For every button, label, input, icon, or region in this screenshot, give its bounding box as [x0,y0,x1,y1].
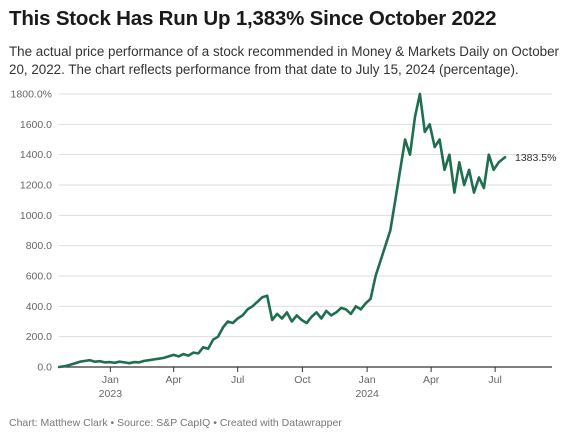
chart-subtitle: The actual price performance of a stock … [9,44,560,77]
axis-layer: 0.0 200.0 400.0 600.0 800.0 1000.0 1200.0 1400.… [11,89,552,400]
y-tick-label: 0.0 [37,362,52,374]
end-value-label: 1383.5% [515,152,556,164]
y-tick-label: 1800.0% [11,89,52,101]
grid-layer [59,93,552,338]
x-tick-label: Oct [294,374,310,386]
y-tick-label: 1400.0 [20,149,52,161]
y-tick-label: 200.0 [26,331,52,343]
y-tick-label: 1000.0 [20,210,52,222]
y-tick-label: 800.0 [26,240,52,252]
x-tick-label: Jul [488,374,501,386]
y-tick-label: 400.0 [26,301,52,313]
chart-footer: Chart: Matthew Clark • Source: S&P CapIQ… [9,417,342,429]
x-tick-label: Jul [231,374,244,386]
x-tick-label: Jan [102,374,119,386]
y-tick-label: 1200.0 [20,180,52,192]
y-tick-label: 1600.0 [20,119,52,131]
series-line [57,92,507,369]
x-tick-year-label: 2024 [355,388,379,400]
chart-title: This Stock Has Run Up 1,383% Since Octob… [9,7,497,30]
series-layer: 1383.5% [57,92,556,369]
x-tick-label: Jan [359,374,376,386]
x-tick-year-label: 2023 [99,388,123,400]
x-tick-label: Apr [423,374,440,386]
y-tick-label: 600.0 [26,271,52,283]
x-tick-label: Apr [165,374,182,386]
